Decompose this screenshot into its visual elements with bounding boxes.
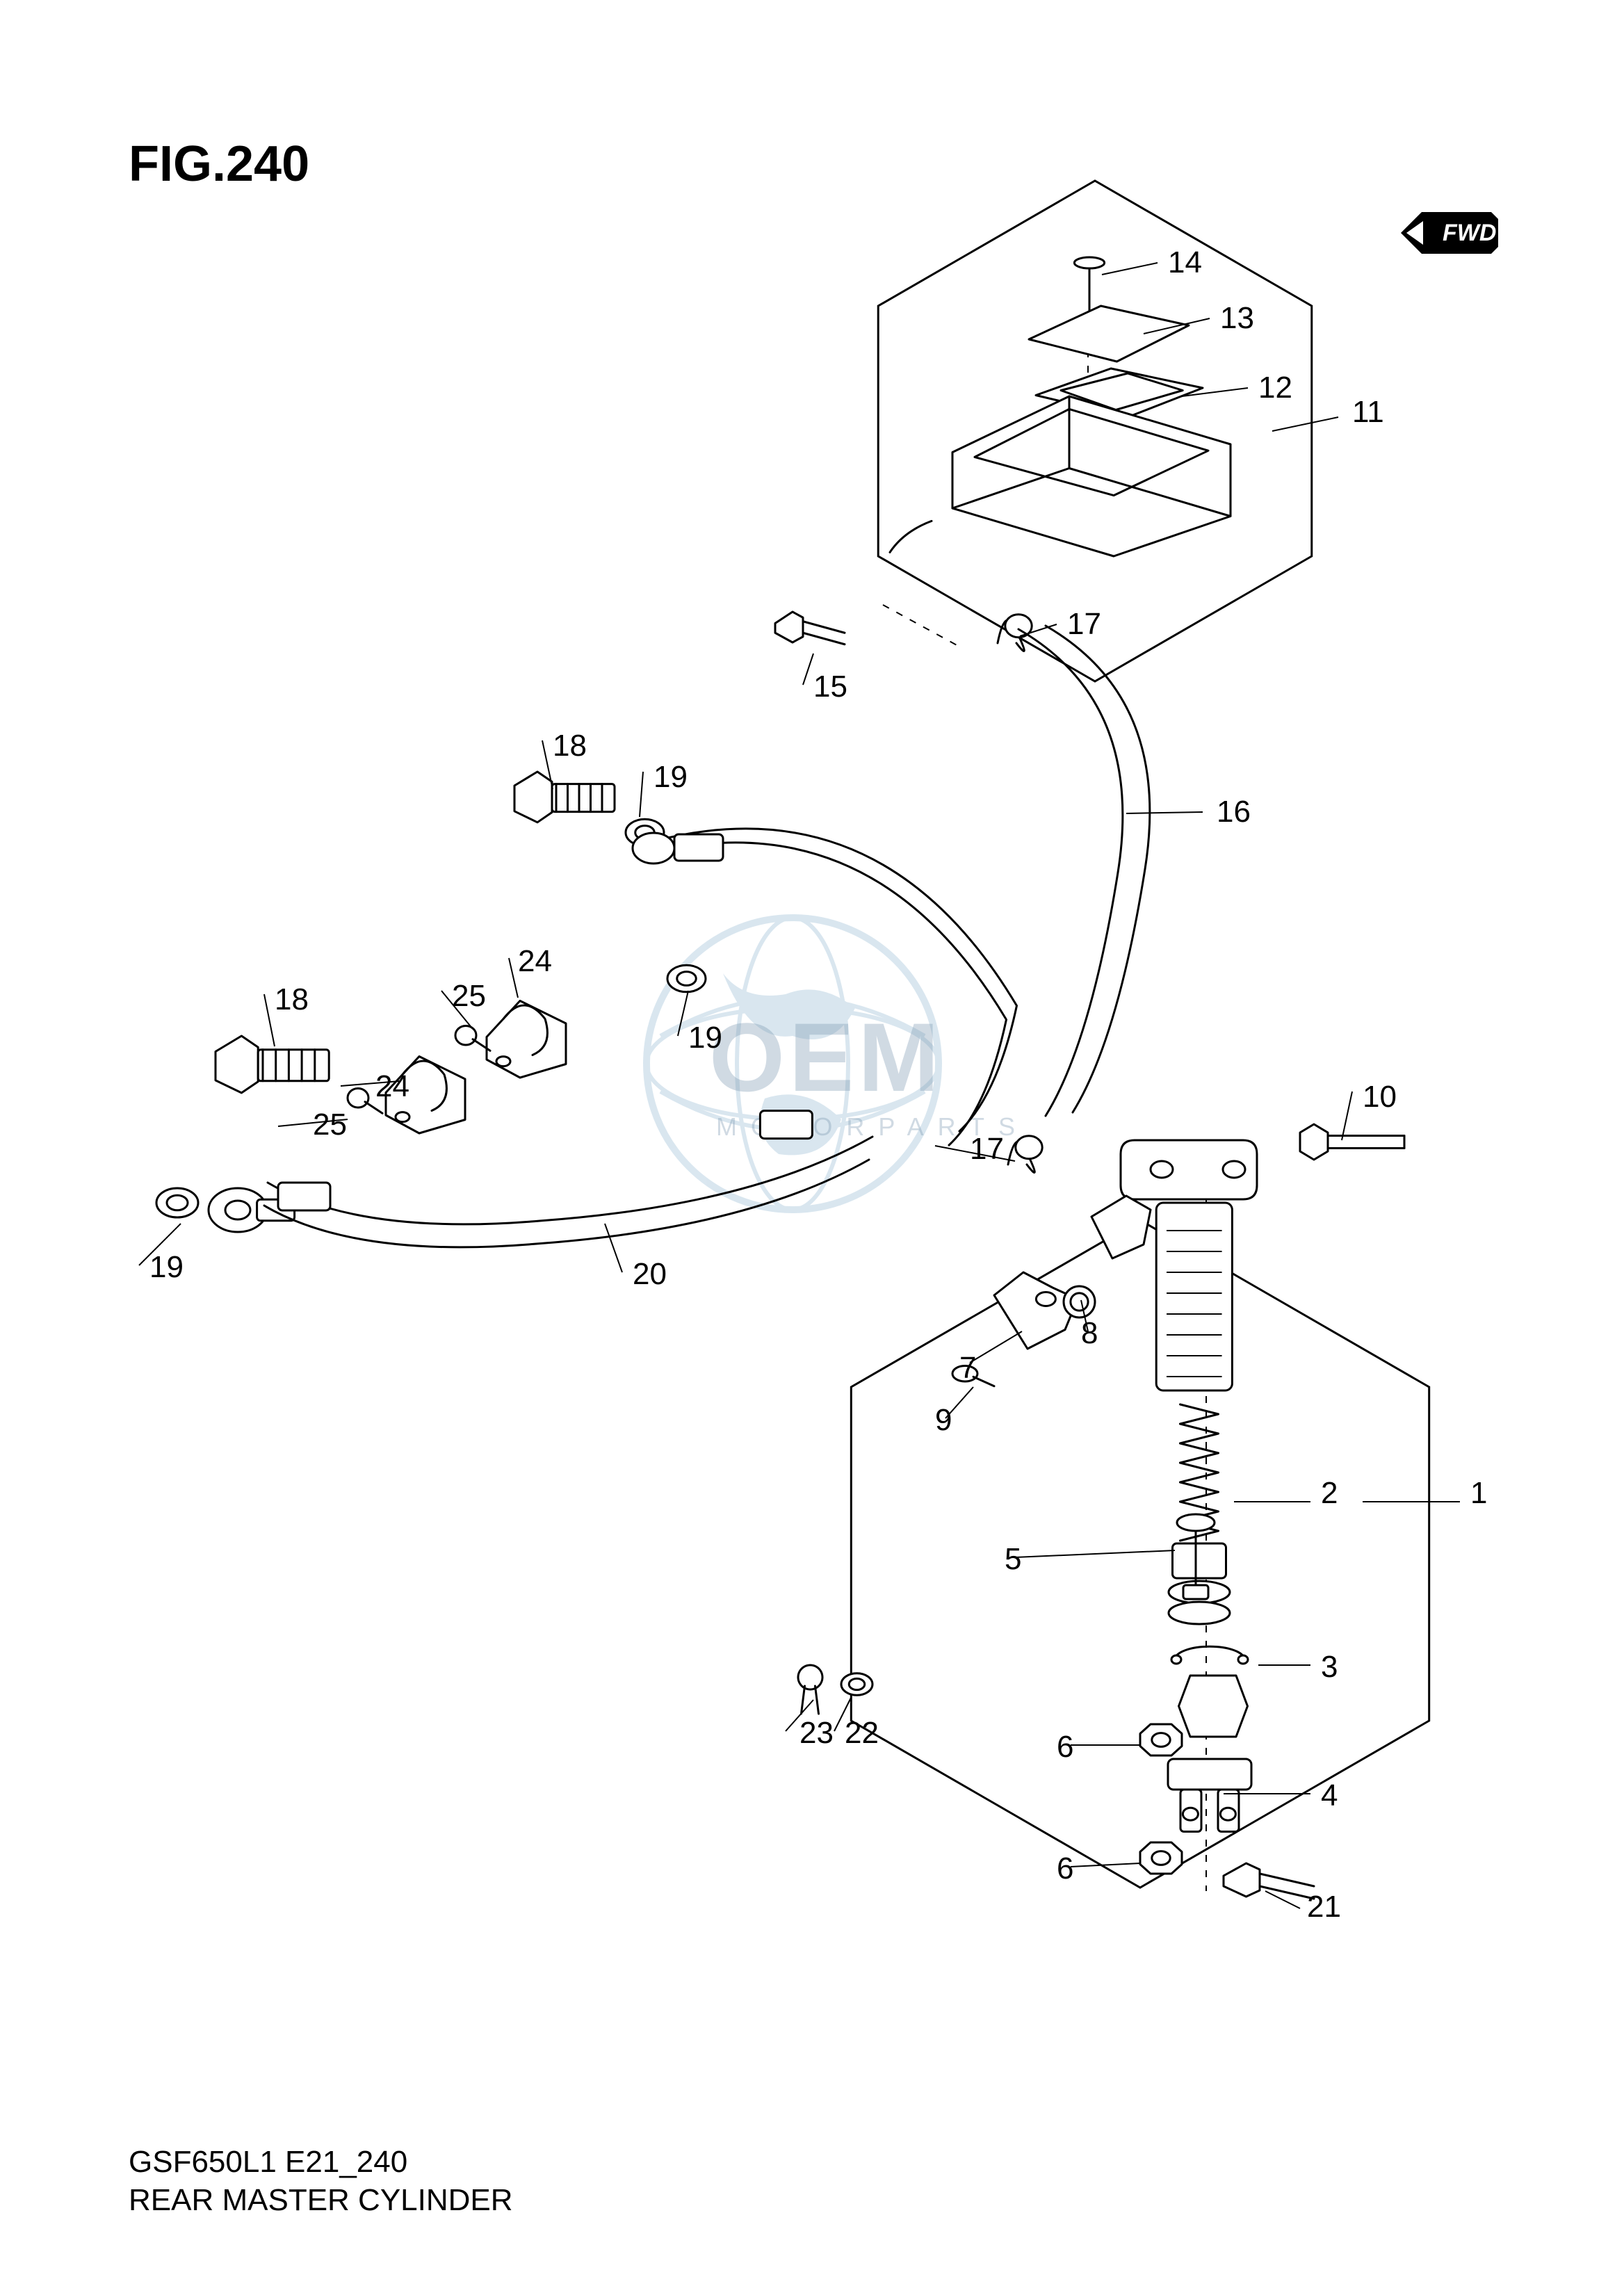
callout-24: 24 [375,1069,409,1104]
callout-18: 18 [275,982,309,1017]
callout-17: 17 [970,1132,1004,1167]
callout-15: 15 [813,670,847,704]
callout-7: 7 [959,1351,976,1386]
callout-16: 16 [1217,795,1251,829]
callout-23: 23 [799,1716,834,1751]
callout-25: 25 [452,979,486,1014]
callout-8: 8 [1081,1316,1098,1351]
callout-21: 21 [1307,1890,1341,1924]
callout-3: 3 [1321,1650,1338,1685]
callout-19: 19 [149,1250,184,1285]
callout-18: 18 [553,729,587,763]
exploded-diagram [0,0,1624,2295]
callout-22: 22 [845,1716,879,1751]
callout-6: 6 [1057,1851,1073,1886]
footer-part-code: GSF650L1 E21_240 [129,2145,407,2180]
callout-19: 19 [688,1021,722,1055]
callout-11: 11 [1352,395,1384,430]
callout-1: 1 [1470,1476,1487,1511]
callout-14: 14 [1168,245,1202,280]
callout-24: 24 [518,944,552,979]
footer-part-name: REAR MASTER CYLINDER [129,2183,513,2218]
callout-12: 12 [1258,371,1292,405]
callout-2: 2 [1321,1476,1338,1511]
callout-25: 25 [313,1108,347,1142]
parts-diagram-page: FIG.240 FWD OEM MOTORPARTS 1234566789101… [0,0,1624,2295]
callout-17: 17 [1067,607,1101,642]
callout-4: 4 [1321,1778,1338,1813]
callout-5: 5 [1005,1542,1021,1577]
callout-10: 10 [1363,1080,1397,1114]
callout-13: 13 [1220,301,1254,336]
callout-6: 6 [1057,1730,1073,1765]
callout-20: 20 [633,1257,667,1292]
callout-19: 19 [653,760,688,795]
callout-9: 9 [935,1403,952,1438]
